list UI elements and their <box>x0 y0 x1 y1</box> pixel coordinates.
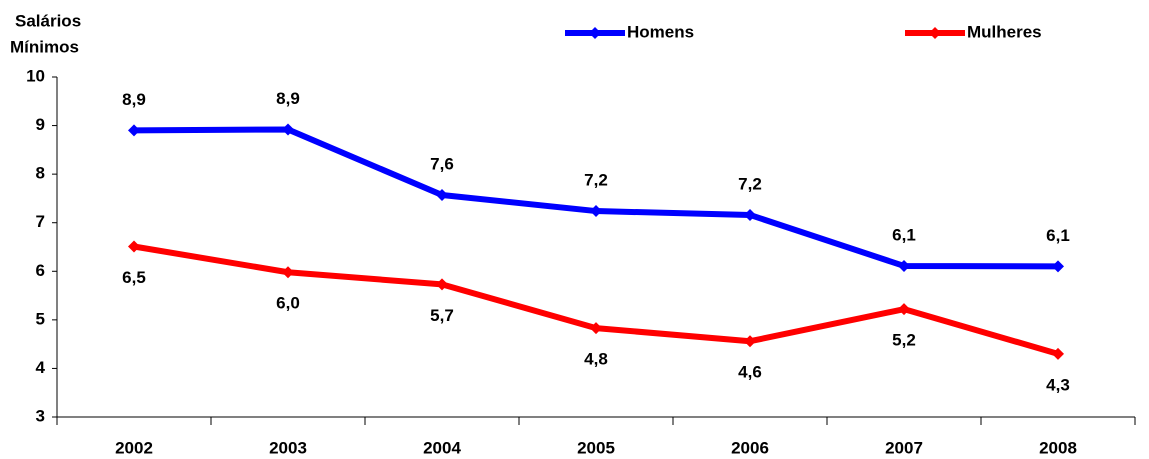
y-tick-label: 10 <box>26 66 45 85</box>
data-label: 6,0 <box>276 294 300 313</box>
data-point <box>436 278 448 291</box>
y-tick-label: 7 <box>36 212 45 231</box>
data-label: 4,8 <box>584 350 608 369</box>
x-tick-label: 2004 <box>423 438 461 457</box>
data-label: 6,1 <box>1046 226 1070 245</box>
legend-label: Mulheres <box>967 22 1042 41</box>
x-tick-label: 2005 <box>577 438 615 457</box>
y-tick-label: 3 <box>36 406 45 425</box>
y-tick-label: 5 <box>36 309 45 328</box>
data-point <box>898 259 910 272</box>
data-label: 8,9 <box>122 90 146 109</box>
legend-label: Homens <box>627 22 694 41</box>
data-point <box>282 266 294 279</box>
y-axis-label: Mínimos <box>10 37 79 56</box>
y-tick-label: 6 <box>36 261 45 280</box>
data-point <box>590 205 602 218</box>
x-tick-label: 2006 <box>731 438 769 457</box>
y-tick-label: 9 <box>36 115 45 134</box>
data-label: 8,9 <box>276 89 300 108</box>
series-line <box>133 243 1059 357</box>
data-point <box>436 189 448 202</box>
y-axis-label: Salários <box>15 11 81 30</box>
y-tick-label: 8 <box>36 164 45 183</box>
data-point <box>282 123 294 136</box>
data-label: 5,2 <box>892 331 916 350</box>
data-label: 5,7 <box>430 306 454 325</box>
data-label: 4,6 <box>738 363 762 382</box>
x-tick-label: 2007 <box>885 438 923 457</box>
data-point <box>1052 260 1064 273</box>
data-label: 7,2 <box>584 171 608 190</box>
data-label: 4,3 <box>1046 375 1070 394</box>
data-label: 6,1 <box>892 225 916 244</box>
x-tick-label: 2008 <box>1039 438 1077 457</box>
data-point <box>1052 347 1064 360</box>
data-point <box>744 335 756 348</box>
legend-marker <box>929 27 941 39</box>
data-point <box>744 208 756 221</box>
data-point <box>128 240 140 253</box>
series-line <box>133 126 1059 270</box>
data-label: 7,6 <box>430 155 454 174</box>
data-point <box>898 303 910 316</box>
y-tick-label: 4 <box>36 358 46 377</box>
x-tick-label: 2003 <box>269 438 307 457</box>
x-tick-label: 2002 <box>115 438 153 457</box>
data-point <box>590 322 602 335</box>
data-label: 7,2 <box>738 174 762 193</box>
data-point <box>128 124 140 137</box>
data-label: 6,5 <box>122 268 146 287</box>
legend-marker <box>589 27 601 39</box>
